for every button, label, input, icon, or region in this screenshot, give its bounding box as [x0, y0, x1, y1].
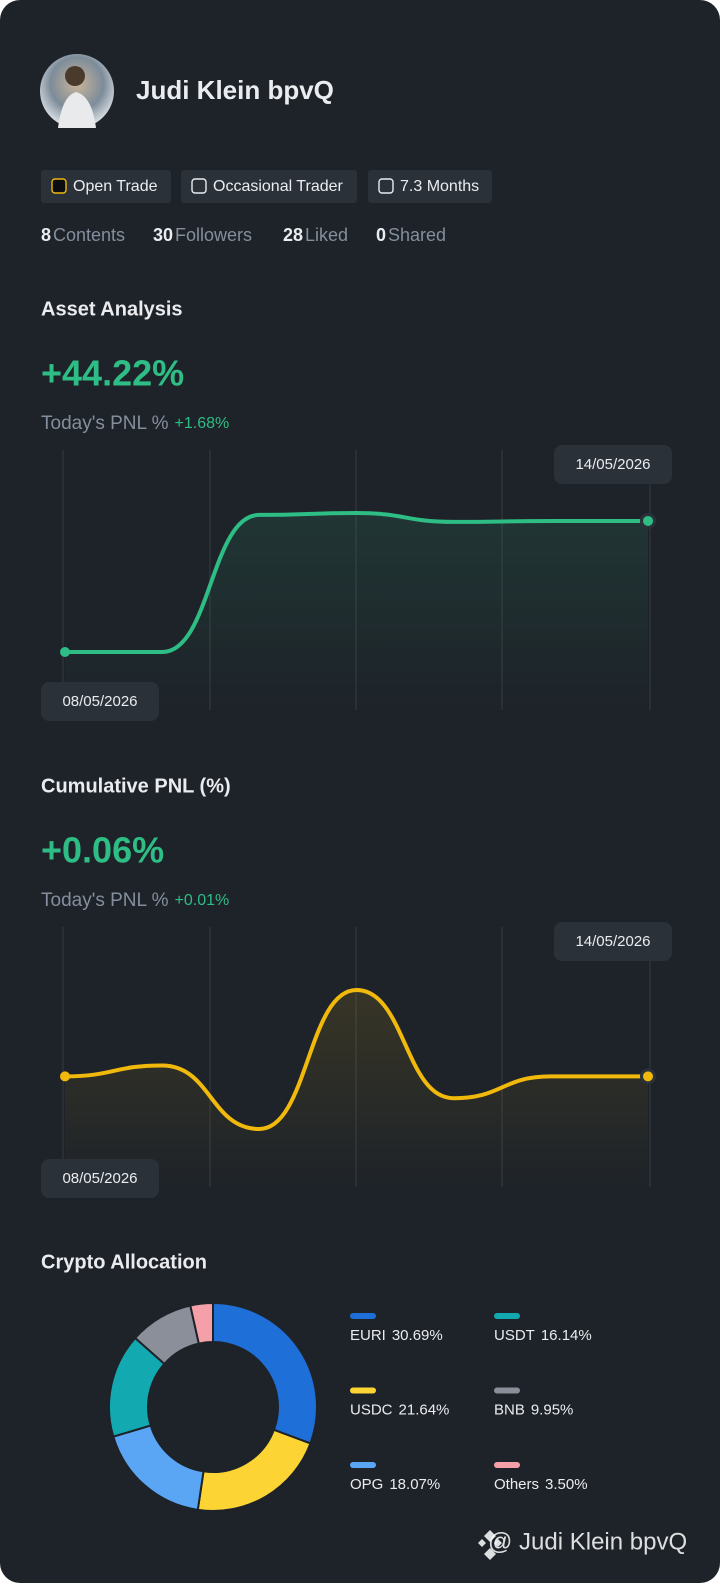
legend-name: EURI	[350, 1327, 386, 1344]
legend-value: 16.14%	[541, 1327, 592, 1344]
section-title: Crypto Allocation	[41, 1251, 207, 1273]
legend-value: 30.69%	[392, 1327, 443, 1344]
legend-swatch	[350, 1462, 376, 1468]
legend-name: USDC	[350, 1401, 393, 1418]
legend-swatch	[494, 1313, 520, 1319]
headline: +0.06%	[41, 830, 164, 871]
legend-name: USDT	[494, 1327, 535, 1344]
legend-name: OPG	[350, 1476, 383, 1493]
pnl: Today's PNL % +0.01%	[41, 890, 229, 911]
avatar-figure	[58, 92, 96, 128]
legend-entry: USDC 21.64%	[350, 1401, 449, 1418]
tag	[368, 170, 492, 203]
end-point	[643, 515, 653, 526]
date-bubble	[41, 682, 159, 721]
headline: +44.22%	[41, 353, 184, 394]
stat-count: 0	[376, 225, 386, 245]
stat-label: Shared	[388, 225, 446, 245]
donut-segment	[189, 1301, 214, 1345]
stat-label: Liked	[305, 225, 348, 245]
stat: 0 Shared	[376, 225, 446, 245]
pnl-label: Today's PNL %	[41, 890, 169, 911]
watermark: @ Judi Klein bpvQ	[488, 1528, 687, 1555]
donut-segment	[212, 1301, 318, 1445]
date-bubble	[554, 445, 672, 484]
date-label: 14/05/2026	[575, 933, 650, 950]
stat-count: 8	[41, 225, 51, 245]
legend-value: 9.95%	[531, 1401, 574, 1418]
legend-entry: USDT 16.14%	[494, 1327, 592, 1344]
tag-label: Open Trade	[73, 178, 158, 195]
legend-swatch	[350, 1387, 376, 1394]
tag-icon	[191, 178, 207, 194]
legend-swatch	[494, 1462, 520, 1468]
pnl-value: +0.01%	[175, 892, 230, 909]
tag-icon	[51, 178, 67, 194]
pnl-label: Today's PNL %	[41, 413, 169, 434]
date-label: 14/05/2026	[575, 456, 650, 473]
legend-entry: EURI 30.69%	[350, 1327, 443, 1344]
tag-icon	[378, 178, 394, 194]
legend-value: 21.64%	[399, 1401, 450, 1418]
stat-count: 30	[153, 225, 173, 245]
tag-label: Occasional Trader	[213, 178, 344, 195]
stat: 28 Liked	[283, 225, 348, 245]
date-bubble	[41, 1159, 159, 1198]
tag	[181, 170, 357, 203]
legend-swatch	[494, 1387, 520, 1394]
legend-value: 18.07%	[389, 1476, 440, 1493]
legend-name: BNB	[494, 1401, 525, 1418]
line-area	[65, 513, 648, 710]
avatar-figure	[65, 66, 85, 86]
legend-entry: Others 3.50%	[494, 1476, 588, 1493]
date-label: 08/05/2026	[62, 1170, 137, 1187]
legend-name: Others	[494, 1476, 539, 1493]
date-bubble	[554, 922, 672, 961]
line-area	[65, 990, 648, 1187]
tag	[41, 170, 171, 203]
pnl: Today's PNL % +1.68%	[41, 413, 229, 434]
end-point	[60, 1071, 70, 1082]
profile-name: Judi Klein bpvQ	[136, 75, 334, 105]
legend-entry: BNB 9.95%	[494, 1401, 573, 1418]
end-point	[60, 647, 70, 657]
legend-swatch	[350, 1313, 376, 1319]
section-title: Cumulative PNL (%)	[41, 775, 231, 797]
stat: 8 Contents	[41, 225, 125, 245]
legend-entry: OPG 18.07%	[350, 1476, 440, 1493]
legend-value: 3.50%	[545, 1476, 588, 1493]
date-label: 08/05/2026	[62, 693, 137, 710]
stat-count: 28	[283, 225, 303, 245]
pnl-value: +1.68%	[175, 415, 230, 432]
watermark-logo	[478, 1530, 502, 1560]
avatar[interactable]	[40, 54, 114, 128]
line	[65, 510, 649, 655]
stat-label: Followers	[175, 225, 252, 245]
section-title: Asset Analysis	[41, 298, 183, 320]
stat: 30 Followers	[153, 225, 252, 245]
line	[64, 987, 648, 1132]
tag-label: 7.3 Months	[400, 178, 479, 195]
stat-label: Contents	[53, 225, 125, 245]
end-point	[643, 1071, 653, 1082]
